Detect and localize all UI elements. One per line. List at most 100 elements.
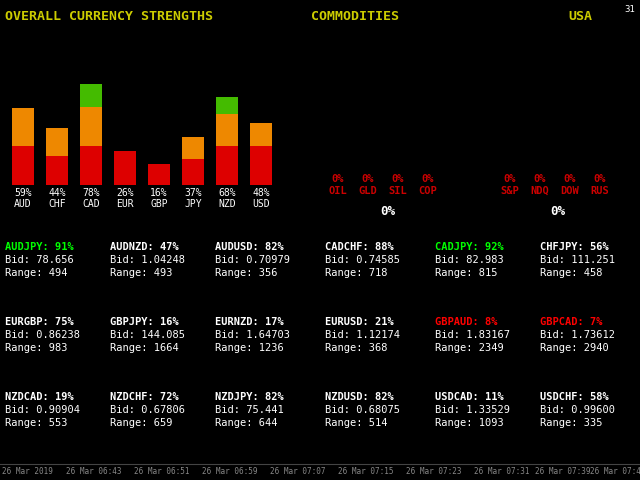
Text: GLD: GLD (358, 186, 378, 196)
Text: Range: 494: Range: 494 (5, 268, 67, 278)
Text: Bid: 1.33529: Bid: 1.33529 (435, 405, 510, 415)
Text: Range: 368: Range: 368 (325, 343, 387, 353)
Text: 59%: 59% (14, 188, 32, 198)
Text: OIL: OIL (328, 186, 348, 196)
Bar (148, 164, 170, 185)
Text: CADCHF: 88%: CADCHF: 88% (325, 242, 394, 252)
Text: USA: USA (568, 10, 592, 23)
Text: Bid: 1.12174: Bid: 1.12174 (325, 330, 400, 340)
Text: SIL: SIL (388, 186, 408, 196)
Text: Bid: 0.74585: Bid: 0.74585 (325, 255, 400, 265)
Bar (216, 146, 238, 185)
Text: Range: 718: Range: 718 (325, 268, 387, 278)
Bar (114, 151, 136, 185)
Text: Range: 644: Range: 644 (215, 418, 278, 428)
Bar (46, 128, 68, 156)
Text: CADJPY: 92%: CADJPY: 92% (435, 242, 504, 252)
Text: Bid: 82.983: Bid: 82.983 (435, 255, 504, 265)
Text: 26 Mar 07:31: 26 Mar 07:31 (474, 467, 529, 476)
Text: Bid: 0.70979: Bid: 0.70979 (215, 255, 290, 265)
Text: 26 Mar 07:23: 26 Mar 07:23 (406, 467, 461, 476)
Text: COMMODITIES: COMMODITIES (311, 10, 399, 23)
Text: Range: 1236: Range: 1236 (215, 343, 284, 353)
Text: 26 Mar 06:59: 26 Mar 06:59 (202, 467, 257, 476)
Text: Bid: 75.441: Bid: 75.441 (215, 405, 284, 415)
Text: 0%: 0% (550, 205, 566, 218)
Text: 26 Mar 07:07: 26 Mar 07:07 (270, 467, 326, 476)
Bar (250, 146, 272, 185)
Text: OVERALL CURRENCY STRENGTHS: OVERALL CURRENCY STRENGTHS (5, 10, 213, 23)
Text: 0%: 0% (381, 205, 396, 218)
Text: 0%: 0% (534, 174, 547, 184)
Text: Range: 335: Range: 335 (540, 418, 602, 428)
Text: COP: COP (419, 186, 437, 196)
Text: Range: 553: Range: 553 (5, 418, 67, 428)
Text: Range: 983: Range: 983 (5, 343, 67, 353)
Text: Range: 493: Range: 493 (110, 268, 173, 278)
Text: Bid: 1.64703: Bid: 1.64703 (215, 330, 290, 340)
Text: RUS: RUS (591, 186, 609, 196)
Text: 0%: 0% (362, 174, 374, 184)
Text: Range: 2940: Range: 2940 (540, 343, 609, 353)
Text: 31: 31 (624, 5, 635, 14)
Text: AUDJPY: 91%: AUDJPY: 91% (5, 242, 74, 252)
Text: Range: 1093: Range: 1093 (435, 418, 504, 428)
Text: Range: 356: Range: 356 (215, 268, 278, 278)
Text: GBPJPY: 16%: GBPJPY: 16% (110, 317, 179, 327)
Text: NZD: NZD (218, 199, 236, 209)
Text: NZDUSD: 82%: NZDUSD: 82% (325, 392, 394, 402)
Text: NZDCHF: 72%: NZDCHF: 72% (110, 392, 179, 402)
Text: AUDNZD: 47%: AUDNZD: 47% (110, 242, 179, 252)
Text: Bid: 1.83167: Bid: 1.83167 (435, 330, 510, 340)
Bar (80, 107, 102, 146)
Text: NZDJPY: 82%: NZDJPY: 82% (215, 392, 284, 402)
Bar (182, 159, 204, 185)
Text: 0%: 0% (504, 174, 516, 184)
Text: GBPAUD: 8%: GBPAUD: 8% (435, 317, 497, 327)
Text: 0%: 0% (422, 174, 435, 184)
Bar (216, 113, 238, 146)
Text: S&P: S&P (500, 186, 520, 196)
Text: 0%: 0% (332, 174, 344, 184)
Text: 0%: 0% (392, 174, 404, 184)
Text: USDCAD: 11%: USDCAD: 11% (435, 392, 504, 402)
Text: Bid: 0.86238: Bid: 0.86238 (5, 330, 80, 340)
Text: 78%: 78% (82, 188, 100, 198)
Bar (46, 156, 68, 185)
Text: Bid: 0.99600: Bid: 0.99600 (540, 405, 615, 415)
Text: Bid: 144.085: Bid: 144.085 (110, 330, 185, 340)
Text: AUD: AUD (14, 199, 32, 209)
Text: 0%: 0% (594, 174, 606, 184)
Bar (12, 108, 34, 146)
Text: NZDCAD: 19%: NZDCAD: 19% (5, 392, 74, 402)
Text: USDCHF: 58%: USDCHF: 58% (540, 392, 609, 402)
Text: Bid: 78.656: Bid: 78.656 (5, 255, 74, 265)
Text: GBP: GBP (150, 199, 168, 209)
Text: Bid: 1.04248: Bid: 1.04248 (110, 255, 185, 265)
Text: 26 Mar 06:43: 26 Mar 06:43 (66, 467, 122, 476)
Text: EUR: EUR (116, 199, 134, 209)
Text: Range: 815: Range: 815 (435, 268, 497, 278)
Text: Bid: 0.67806: Bid: 0.67806 (110, 405, 185, 415)
Text: 26%: 26% (116, 188, 134, 198)
Text: Range: 2349: Range: 2349 (435, 343, 504, 353)
Bar (12, 146, 34, 185)
Text: Range: 458: Range: 458 (540, 268, 602, 278)
Text: 48%: 48% (252, 188, 270, 198)
Bar (182, 137, 204, 159)
Text: CHF: CHF (48, 199, 66, 209)
Text: 26 Mar 07:15: 26 Mar 07:15 (338, 467, 394, 476)
Text: Range: 1664: Range: 1664 (110, 343, 179, 353)
Bar (80, 84, 102, 107)
Bar (250, 122, 272, 146)
Text: Bid: 0.68075: Bid: 0.68075 (325, 405, 400, 415)
Text: 68%: 68% (218, 188, 236, 198)
Text: NDQ: NDQ (531, 186, 549, 196)
Bar (80, 146, 102, 185)
Text: USD: USD (252, 199, 270, 209)
Text: AUDUSD: 82%: AUDUSD: 82% (215, 242, 284, 252)
Text: EURUSD: 21%: EURUSD: 21% (325, 317, 394, 327)
Text: 0%: 0% (564, 174, 576, 184)
Text: 26 Mar 07:39: 26 Mar 07:39 (535, 467, 591, 476)
Text: Bid: 1.73612: Bid: 1.73612 (540, 330, 615, 340)
